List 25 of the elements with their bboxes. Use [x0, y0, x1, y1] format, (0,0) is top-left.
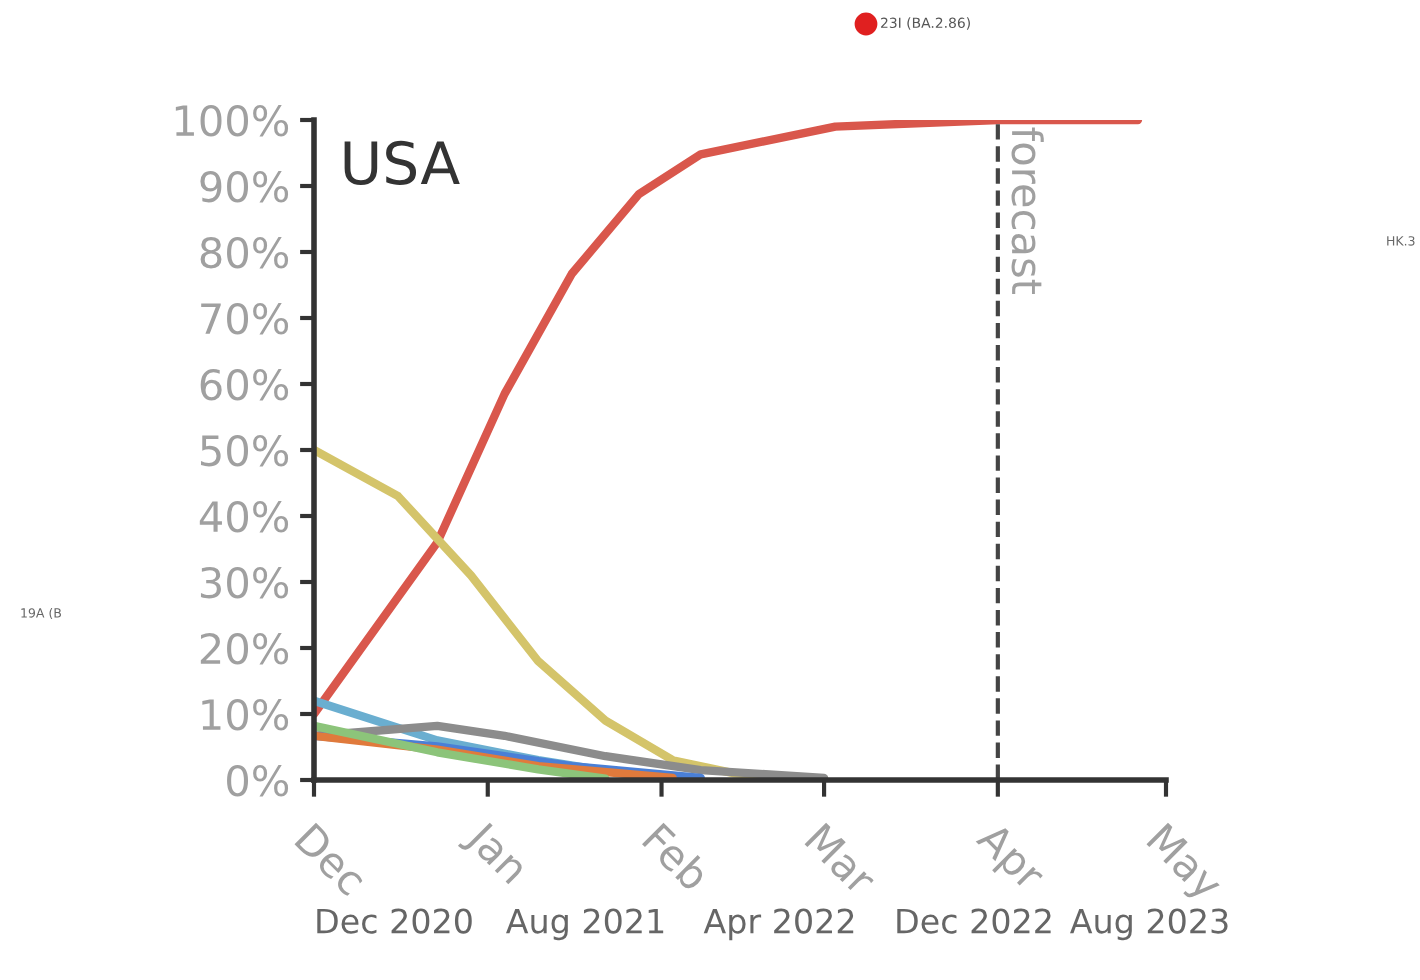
text: Dec 2022 [897, 908, 1051, 934]
y-tick-label: 0% [227, 764, 289, 797]
y-tick-label: 60% [200, 368, 289, 401]
line-series [314, 721, 829, 780]
line-series [314, 120, 1143, 719]
y-tick-label: 30% [200, 566, 289, 599]
text: Dec 2020 [317, 908, 472, 934]
x-tick-label: Jan [457, 818, 530, 891]
y-tick-label: 40% [199, 500, 289, 533]
y-tick-label: 10% [202, 698, 289, 731]
ref-line-label: forecast [1011, 127, 1044, 295]
line-series [314, 721, 610, 780]
x-tick-label: Apr [969, 820, 1048, 899]
y-tick-label: 20% [200, 632, 289, 665]
y-tick-label: 70% [201, 302, 289, 335]
x-tick-label: Mar [804, 822, 879, 898]
y-tick-label: 90% [200, 170, 289, 203]
y-tick-label: 50% [200, 434, 289, 467]
x-tick-label: Feb [641, 821, 713, 893]
y-tick-label: 100% [175, 104, 289, 137]
y-tick-label: 80% [200, 236, 289, 269]
chart-title: USA [344, 140, 460, 185]
text: Apr 2022 [703, 908, 854, 941]
text: Aug 2021 [506, 908, 664, 941]
text: Aug 2023 [1070, 908, 1228, 941]
